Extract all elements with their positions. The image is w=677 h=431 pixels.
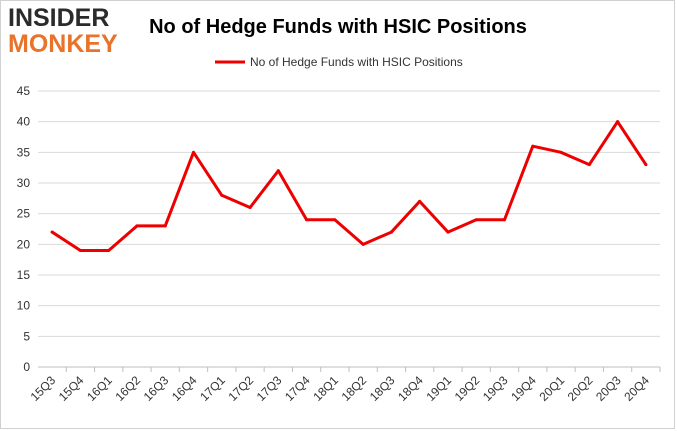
y-axis-ticks: 0 5 10 15 20 25 30 35 40 45 [17, 84, 31, 374]
x-tick-label: 16Q3 [141, 373, 172, 404]
data-point [531, 144, 535, 148]
y-tick-label: 45 [17, 84, 31, 98]
x-tick-label: 18Q1 [310, 373, 341, 404]
data-point [78, 248, 82, 252]
x-tick-label: 19Q4 [508, 373, 539, 404]
y-tick-label: 25 [17, 207, 31, 221]
data-point [220, 193, 224, 197]
x-tick-label: 19Q1 [423, 373, 454, 404]
gridlines [38, 90, 660, 368]
x-tick-label: 17Q3 [254, 373, 285, 404]
data-point [163, 224, 167, 228]
x-tick-label: 18Q3 [367, 373, 398, 404]
data-point [192, 150, 195, 154]
x-tick-label: 20Q1 [537, 373, 568, 404]
y-tick-label: 10 [17, 299, 31, 313]
x-tick-label: 19Q2 [452, 373, 483, 404]
y-tick-label: 35 [17, 145, 31, 159]
y-tick-label: 15 [17, 268, 31, 282]
data-point [587, 163, 591, 167]
x-tick-label: 16Q4 [169, 373, 200, 404]
insider-monkey-logo: INSIDER MONKEY [8, 6, 128, 57]
legend: No of Hedge Funds with HSIC Positions [215, 55, 463, 69]
data-point [446, 230, 450, 234]
data-point [248, 206, 252, 210]
x-tick-label: 20Q2 [565, 373, 596, 404]
data-point [616, 120, 620, 124]
chart-title: No of Hedge Funds with HSIC Positions [149, 16, 527, 38]
y-tick-label: 40 [17, 115, 31, 129]
y-tick-label: 0 [23, 360, 30, 374]
x-tick-label: 18Q2 [339, 373, 370, 404]
series-line [50, 120, 648, 252]
x-tick-label: 16Q1 [84, 373, 115, 404]
x-tick-label: 17Q1 [197, 373, 228, 404]
y-tick-label: 20 [17, 237, 31, 251]
x-tick-label: 20Q3 [593, 373, 624, 404]
x-tick-label: 19Q3 [480, 373, 511, 404]
data-point [503, 218, 506, 222]
data-point [389, 230, 393, 234]
data-point [418, 199, 422, 203]
legend-label: No of Hedge Funds with HSIC Positions [250, 55, 463, 69]
data-point [305, 218, 309, 222]
x-tick-label: 16Q2 [112, 373, 143, 404]
logo-line-2: MONKEY [8, 30, 118, 58]
data-point [50, 230, 54, 234]
data-point [559, 150, 563, 154]
data-point [276, 169, 280, 173]
data-point [644, 163, 648, 167]
data-point [135, 224, 139, 228]
x-tick-label: 17Q4 [282, 373, 313, 404]
series-layer [50, 120, 648, 252]
x-tick-label: 17Q2 [226, 373, 257, 404]
y-tick-label: 30 [17, 176, 31, 190]
data-point [361, 242, 365, 246]
data-point [333, 218, 337, 222]
data-point [474, 218, 478, 222]
x-axis-ticks: 15Q315Q416Q116Q216Q316Q417Q117Q217Q317Q4… [28, 367, 661, 404]
x-tick-label: 20Q4 [621, 373, 652, 404]
y-tick-label: 5 [23, 329, 30, 343]
data-point [107, 248, 111, 252]
logo-line-1: INSIDER [8, 4, 110, 32]
x-tick-label: 15Q4 [56, 373, 87, 404]
x-tick-label: 18Q4 [395, 373, 426, 404]
x-tick-label: 15Q3 [28, 373, 59, 404]
